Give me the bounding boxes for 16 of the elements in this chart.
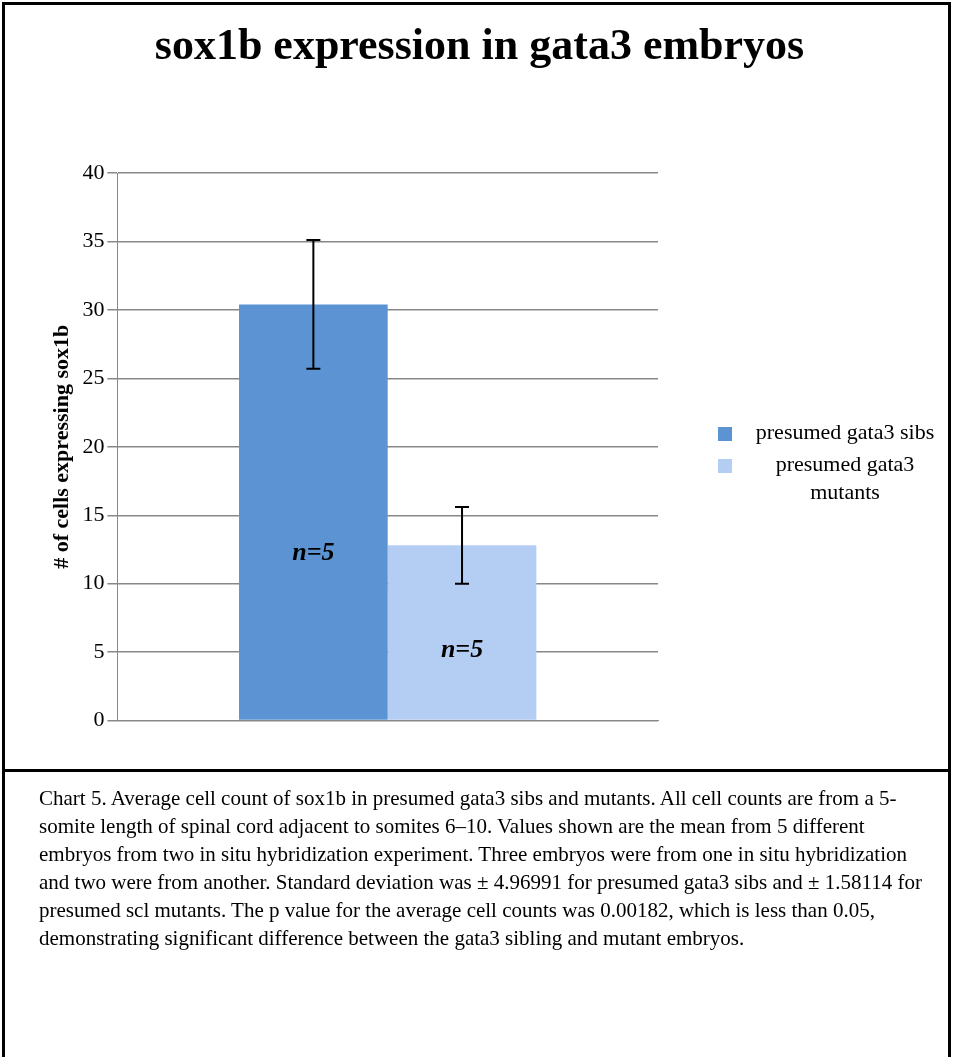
legend-label: presumed gata3 mutants <box>774 450 916 506</box>
annotation: n=5 <box>292 537 335 567</box>
y-tick-label: 15 <box>82 501 105 527</box>
chart-title: sox1b expression in gata3 embryos <box>153 19 806 71</box>
y-axis-title: # of cells expressing sox1b <box>47 324 73 569</box>
legend-label: presumed gata3 sibs <box>754 418 936 446</box>
y-tick-label: 40 <box>82 158 105 184</box>
y-tick-label: 35 <box>82 227 105 253</box>
caption: Chart 5. Average cell count of sox1b in presumed gata3 sibs and mutants. All cell counts are from a 5-somite length of spinal cord adjacent to somites 6–10. Values shown are the mean from 5 different embryos from two in situ hybridization experiment. Three embryos were from one in situ hybridization and two were from another. Standard deviation was ± 4.96991 for presumed gata3 sibs and ± 1.58114 for presumed scl mutants. The p value for the average cell counts was 0.00182, which is less than 0.05, demonstrating significant difference between the gata3 sibling and mutant embryos. <box>2 772 951 1057</box>
y-tick-label: 30 <box>82 295 105 321</box>
y-tick-label: 25 <box>82 364 105 390</box>
y-tick-label: 5 <box>93 637 105 663</box>
y-tick-label: 0 <box>93 706 105 732</box>
y-tick-label: 10 <box>82 569 105 595</box>
y-tick-label: 20 <box>82 432 105 458</box>
annotation: n=5 <box>440 633 484 663</box>
